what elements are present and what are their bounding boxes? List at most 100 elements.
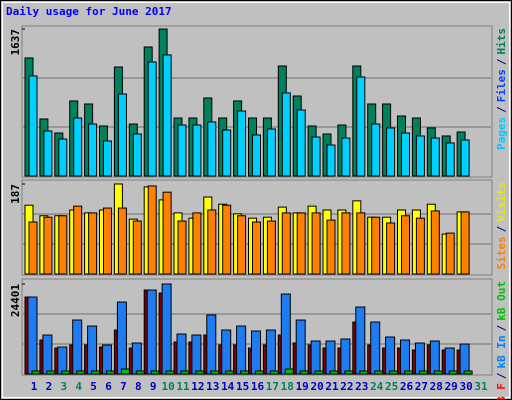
bar: [192, 124, 202, 177]
bar: [237, 215, 247, 275]
bar: [117, 93, 127, 177]
bar: [28, 221, 38, 275]
bar: [43, 216, 53, 275]
bar: [236, 325, 247, 375]
bar: [57, 346, 68, 375]
bar: [255, 370, 264, 375]
bar: [76, 370, 86, 375]
bar: [344, 370, 354, 375]
x-tick-label: 4: [75, 380, 82, 393]
bar: [207, 209, 217, 275]
bar: [162, 191, 172, 275]
x-tick-label: 19: [296, 380, 309, 393]
x-tick-label: 8: [135, 380, 142, 393]
bar: [445, 232, 455, 275]
bar: [222, 129, 232, 177]
bar: [433, 370, 443, 375]
bar: [371, 123, 381, 177]
legend-entry: Pages: [495, 117, 508, 150]
bar: [28, 75, 38, 177]
x-tick-label: 16: [251, 380, 265, 393]
legend-separator: /: [495, 58, 508, 65]
bar: [284, 368, 294, 375]
legend: Sites / Visits: [495, 182, 508, 270]
bar: [135, 370, 145, 375]
bar: [102, 344, 112, 375]
bar: [147, 185, 157, 275]
bar: [340, 338, 351, 375]
bar: [386, 127, 396, 177]
bar: [103, 140, 112, 177]
bar: [73, 205, 83, 275]
bar: [310, 340, 321, 375]
bar: [400, 339, 410, 375]
bar: [162, 54, 172, 177]
bar: [146, 289, 157, 375]
bar: [385, 336, 396, 375]
bar: [418, 370, 428, 375]
bar: [252, 134, 261, 177]
bar: [329, 370, 339, 375]
bar: [415, 135, 425, 177]
chart-title: Daily usage for June 2017: [6, 5, 172, 18]
bar: [460, 139, 470, 177]
legend-separator: /: [495, 324, 508, 331]
bar: [295, 319, 306, 375]
bar: [281, 92, 291, 177]
x-tick-label: 25: [385, 380, 398, 393]
legend-entry: Sites: [495, 236, 508, 269]
bar: [401, 215, 410, 275]
bar: [150, 370, 160, 375]
bar: [374, 370, 384, 375]
bar: [386, 222, 396, 275]
bar: [61, 370, 71, 375]
bar: [463, 370, 473, 375]
x-tick-label: 10: [161, 380, 174, 393]
bar: [117, 207, 127, 275]
x-tick-label: 21: [325, 380, 339, 393]
bar: [73, 117, 83, 177]
bar: [356, 76, 366, 177]
legend-separator: /: [495, 372, 508, 379]
x-tick-label: 7: [120, 380, 127, 393]
bar: [444, 347, 455, 375]
bar: [341, 212, 351, 275]
bar: [359, 370, 369, 375]
bar: [281, 212, 291, 275]
y-tick-label: 1637: [9, 29, 22, 56]
x-tick-label: 17: [266, 380, 279, 393]
x-tick-label: 30: [459, 380, 472, 393]
bar: [326, 219, 336, 275]
bar: [192, 212, 202, 275]
x-tick-label: 12: [191, 380, 204, 393]
bar: [341, 137, 351, 177]
bar: [176, 333, 187, 375]
x-tick-label: 13: [206, 380, 219, 393]
x-tick-label: 3: [60, 380, 67, 393]
bar: [46, 370, 56, 375]
bar: [370, 321, 381, 375]
y-tick-label: 187: [9, 184, 22, 204]
bar: [87, 325, 98, 375]
bar: [161, 283, 172, 375]
bar: [58, 138, 68, 177]
bar: [43, 130, 53, 177]
bar: [31, 370, 41, 375]
bar: [430, 137, 440, 177]
x-tick-label: 18: [281, 380, 294, 393]
x-tick-label: 27: [415, 380, 428, 393]
legend-entry: Hits: [495, 28, 508, 55]
bar: [266, 128, 276, 177]
bar: [311, 212, 321, 275]
bar: [355, 306, 366, 375]
bar: [88, 123, 98, 177]
x-tick-label: 14: [221, 380, 235, 393]
y-tick-label: 24401: [9, 284, 22, 317]
bar: [132, 133, 142, 177]
x-tick-label: 24: [370, 380, 384, 393]
bar: [404, 370, 413, 375]
bar: [177, 220, 187, 275]
bar: [221, 329, 232, 375]
